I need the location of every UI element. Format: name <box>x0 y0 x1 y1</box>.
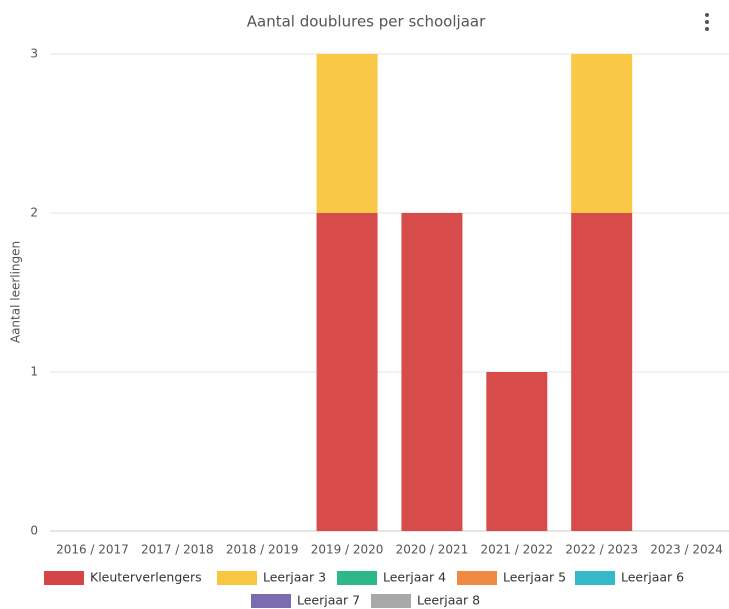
legend-swatch <box>371 594 411 608</box>
legend-swatch <box>251 594 291 608</box>
bar-segment <box>571 213 633 531</box>
legend-label: Leerjaar 8 <box>417 593 480 608</box>
menu-dot <box>705 13 709 17</box>
y-tick-label: 3 <box>30 47 38 61</box>
x-tick-label: 2016 / 2017 <box>56 543 129 557</box>
legend-label: Leerjaar 7 <box>297 593 360 608</box>
x-tick-label: 2023 / 2024 <box>650 543 723 557</box>
legend-label: Kleuterverlengers <box>90 570 202 585</box>
legend-label: Leerjaar 5 <box>503 570 566 585</box>
menu-dot <box>705 20 709 24</box>
bar-segment <box>316 213 378 531</box>
bar-segment <box>316 54 378 213</box>
x-tick-label: 2022 / 2023 <box>565 543 638 557</box>
legend-swatch <box>217 571 257 585</box>
y-tick-label: 0 <box>30 524 38 538</box>
legend-label: Leerjaar 6 <box>621 570 684 585</box>
x-tick-label: 2018 / 2019 <box>226 543 299 557</box>
bar-segment <box>401 213 463 531</box>
chart-title: Aantal doublures per schooljaar <box>247 13 486 31</box>
x-tick-label: 2017 / 2018 <box>141 543 214 557</box>
legend-swatch <box>457 571 497 585</box>
bar-segment <box>571 54 633 213</box>
x-tick-label: 2019 / 2020 <box>311 543 384 557</box>
x-tick-label: 2021 / 2022 <box>480 543 553 557</box>
y-axis-label: Aantal leerlingen <box>9 241 23 343</box>
legend-swatch <box>337 571 377 585</box>
bar-segment <box>486 372 548 531</box>
legend-swatch <box>575 571 615 585</box>
x-tick-label: 2020 / 2021 <box>396 543 469 557</box>
y-tick-label: 2 <box>30 206 38 220</box>
legend-label: Leerjaar 3 <box>263 570 326 585</box>
legend-swatch <box>44 571 84 585</box>
menu-dot <box>705 27 709 31</box>
y-tick-label: 1 <box>30 365 38 379</box>
menu-icon[interactable] <box>705 13 709 31</box>
legend-label: Leerjaar 4 <box>383 570 446 585</box>
